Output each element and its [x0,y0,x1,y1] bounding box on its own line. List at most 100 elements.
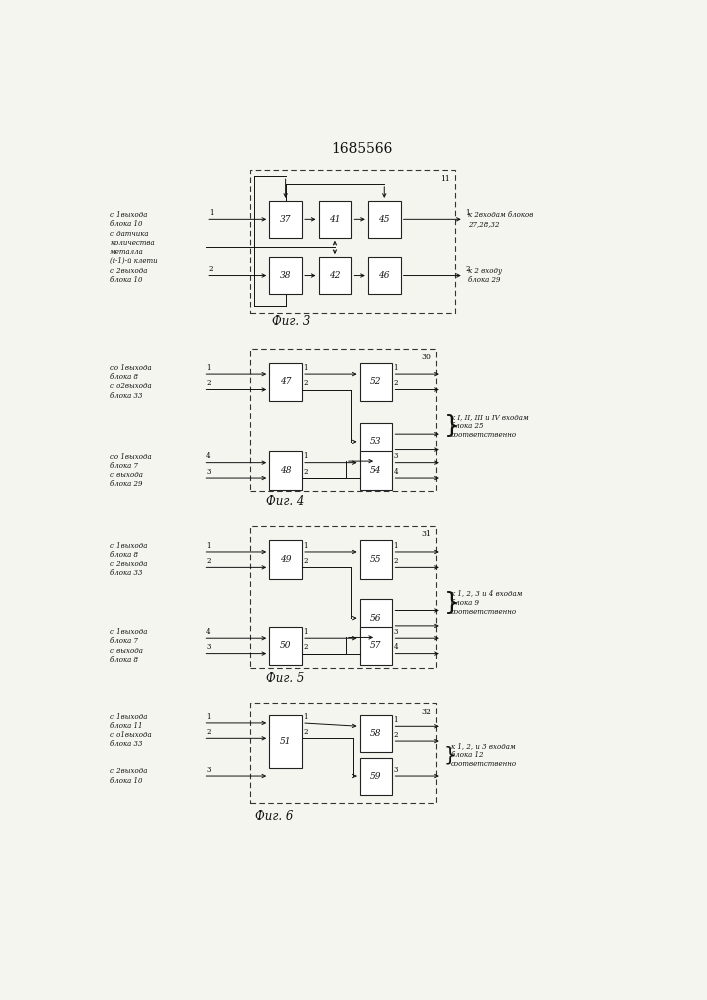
Text: 1: 1 [206,713,211,721]
Bar [360,423,392,461]
Text: 11: 11 [440,175,450,183]
Text: 46: 46 [378,271,390,280]
Text: 47: 47 [280,377,291,386]
Text: с 2выхода
блока 10: с 2выхода блока 10 [110,267,148,284]
Text: 3: 3 [206,468,211,476]
Text: 32: 32 [421,708,431,716]
Text: 1: 1 [209,209,214,217]
Bar [360,715,392,752]
Text: с 1выхода
блока 11
с о1выхода
блока 33: с 1выхода блока 11 с о1выхода блока 33 [110,713,152,748]
Bar [360,451,392,490]
Text: 2: 2 [209,265,214,273]
Bar [269,363,302,401]
Bar [250,526,436,668]
Text: к I, II, III и IV входам
блока 25
соответственно: к I, II, III и IV входам блока 25 соотве… [451,413,529,439]
Text: 56: 56 [370,614,382,623]
Text: с 2выхода
блока 10: с 2выхода блока 10 [110,767,148,785]
Text: 1: 1 [394,716,398,724]
Bar [360,599,392,637]
Bar [250,349,436,491]
Text: 31: 31 [421,530,431,538]
Bar [319,201,351,238]
Text: 2: 2 [303,728,308,736]
Text: Фиг. 3: Фиг. 3 [272,315,310,328]
Text: 2: 2 [303,643,308,651]
Text: 51: 51 [280,737,291,746]
Bar [269,540,302,579]
Text: 1: 1 [303,713,308,721]
Text: 4: 4 [394,468,398,476]
Text: 49: 49 [280,555,291,564]
Text: Фиг. 6: Фиг. 6 [255,810,294,823]
Text: 4: 4 [206,628,211,636]
Text: 1: 1 [394,364,398,372]
Text: с 1выхода
блока 10: с 1выхода блока 10 [110,211,148,228]
Text: 53: 53 [370,437,382,446]
Text: к 1, 2, и 3 входам
блока 12
соответственно: к 1, 2, и 3 входам блока 12 соответствен… [451,742,518,768]
Text: 3: 3 [206,643,211,651]
Text: 50: 50 [280,641,291,650]
Text: 2: 2 [206,557,211,565]
Text: с 1выхода
блока 8
с 2выхода
блока 33: с 1выхода блока 8 с 2выхода блока 33 [110,542,148,577]
Text: 48: 48 [280,466,291,475]
Text: с 1выхода
блока 7
с выхода
блока 8: с 1выхода блока 7 с выхода блока 8 [110,628,148,664]
Text: 1: 1 [303,452,308,460]
Bar [360,627,392,665]
Bar [319,257,351,294]
Text: 2: 2 [206,728,211,736]
Text: 59: 59 [370,772,382,781]
Bar [360,758,392,795]
Text: к 2входам блоков
27,28,32: к 2входам блоков 27,28,32 [467,211,533,228]
Text: 4: 4 [206,452,211,460]
Bar [269,627,302,665]
Text: 3: 3 [394,766,398,774]
Text: 55: 55 [370,555,382,564]
Text: 3: 3 [394,452,398,460]
Text: 52: 52 [370,377,382,386]
Text: 38: 38 [280,271,291,280]
Text: со 1выхода
блока 7
с выхода
блока 29: со 1выхода блока 7 с выхода блока 29 [110,453,152,488]
Text: 1: 1 [303,542,308,550]
Text: 1: 1 [206,364,211,372]
Text: 2: 2 [394,379,398,387]
Text: 1: 1 [465,209,470,217]
Bar [269,715,302,768]
Text: 45: 45 [378,215,390,224]
Bar [360,540,392,579]
Text: 1: 1 [394,542,398,550]
Text: 1: 1 [206,542,211,550]
Text: 54: 54 [370,466,382,475]
Text: 2: 2 [465,265,470,273]
Bar [250,703,436,803]
Text: 37: 37 [280,215,291,224]
Text: 2: 2 [394,731,398,739]
Text: 58: 58 [370,729,382,738]
Text: 1: 1 [303,364,308,372]
Text: с датчика
количества
металла
(i-1)-й клети: с датчика количества металла (i-1)-й кле… [110,230,158,265]
Bar [250,170,455,312]
Text: к 2 входу
блока 29: к 2 входу блока 29 [467,267,501,284]
Text: }: } [443,591,460,615]
Bar [269,201,302,238]
Bar [269,257,302,294]
Bar [269,451,302,490]
Text: со 1выхода
блока 8
с о2выхода
блока 33: со 1выхода блока 8 с о2выхода блока 33 [110,364,152,400]
Text: 3: 3 [206,766,211,774]
Text: 42: 42 [329,271,341,280]
Bar [368,257,401,294]
Text: 3: 3 [394,628,398,636]
Text: 2: 2 [303,557,308,565]
Text: 2: 2 [394,557,398,565]
Text: к 1, 2, 3 и 4 входам
блока 9
соответственно: к 1, 2, 3 и 4 входам блока 9 соответстве… [451,590,522,616]
Text: 30: 30 [421,353,431,361]
Text: Фиг. 4: Фиг. 4 [267,495,305,508]
Text: Фиг. 5: Фиг. 5 [267,672,305,685]
Bar [360,363,392,401]
Text: 1685566: 1685566 [332,142,393,156]
Text: 57: 57 [370,641,382,650]
Text: 4: 4 [394,643,398,651]
Text: 2: 2 [303,379,308,387]
Text: 2: 2 [206,379,211,387]
Bar [368,201,401,238]
Text: 41: 41 [329,215,341,224]
